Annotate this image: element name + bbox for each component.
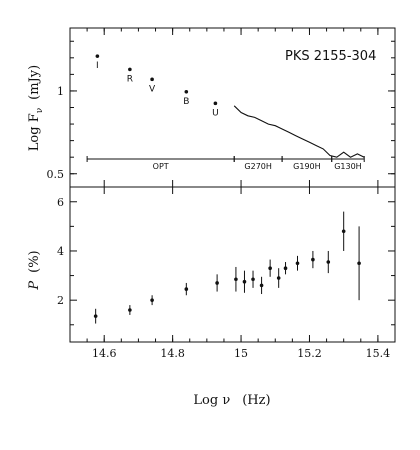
bottom-y-axis-label: P (%) [27,250,42,290]
band-label-OPT: OPT [153,162,169,171]
top-ytick-label: 1 [57,85,64,98]
top-point-I [95,54,100,58]
polarization-point [259,283,264,288]
polarization-point [341,229,346,234]
top-ylabel-main: Log F [27,113,42,151]
polarization-point [357,261,361,266]
polarization-point [234,277,238,282]
top-point-V [150,77,154,82]
polarization-point [283,266,288,270]
xlabel-unit: (Hz) [242,393,270,408]
xtick-label: 15.2 [297,347,322,360]
polarization-point [242,279,247,284]
top-point-label-R: R [127,74,133,84]
polarization-point [311,257,315,262]
top-panel-marks: 0.5 1 I R V B U OPT G270H G190H G130H [47,28,395,187]
polarization-point [276,276,281,280]
xtick-label: 14.8 [160,347,185,360]
polarization-point [268,266,272,270]
svg-text:Log Fν(mJy): Log Fν (mJy) [27,65,45,151]
x-axis-label: Log ν (Hz) [193,393,270,408]
top-y-axis-label: Log Fν (mJy) [27,65,45,151]
bottom-ytick-label: 4 [57,245,64,258]
polarization-point [184,287,189,291]
top-ylabel-sub: ν [35,108,45,113]
top-point-label-I: I [96,61,99,71]
top-point-label-B: B [183,97,189,107]
band-label-G190H: G190H [293,162,320,171]
band-label-G270H: G270H [244,162,271,171]
xlabel-main: Log ν [193,393,230,408]
xtick-label: 15.4 [366,347,391,360]
top-point-U [213,101,218,106]
uv-spectrum-line [233,105,365,158]
polarization-point [251,277,255,282]
bottom-panel-frame [69,186,396,343]
polarization-point [326,260,331,264]
source-title: PKS 2155-304 [285,49,376,64]
top-ylabel-unit: (mJy) [27,65,42,100]
top-point-label-V: V [149,84,156,94]
top-ytick-label: 0.5 [47,168,65,181]
polarization-point [215,281,219,285]
polarization-point [93,314,98,318]
polarization-point [295,261,300,266]
top-point-R [128,67,132,72]
band-label-G130H: G130H [334,162,361,171]
bottom-ylabel-main: P [27,281,42,291]
polarization-point [128,308,132,312]
svg-text:P(%): P (%) [27,250,42,290]
top-point-B [184,89,189,94]
xtick-label: 15 [234,347,248,360]
top-point-label-U: U [212,108,219,118]
bottom-ylabel-unit: (%) [27,250,42,273]
polarization-point [150,298,154,302]
bottom-ytick-label: 6 [57,196,64,209]
xtick-label: 14.6 [92,347,117,360]
bottom-panel-marks: 2 4 6 14.6 14.8 15 15.2 15.4 [57,187,395,360]
bottom-ytick-label: 2 [57,294,64,307]
